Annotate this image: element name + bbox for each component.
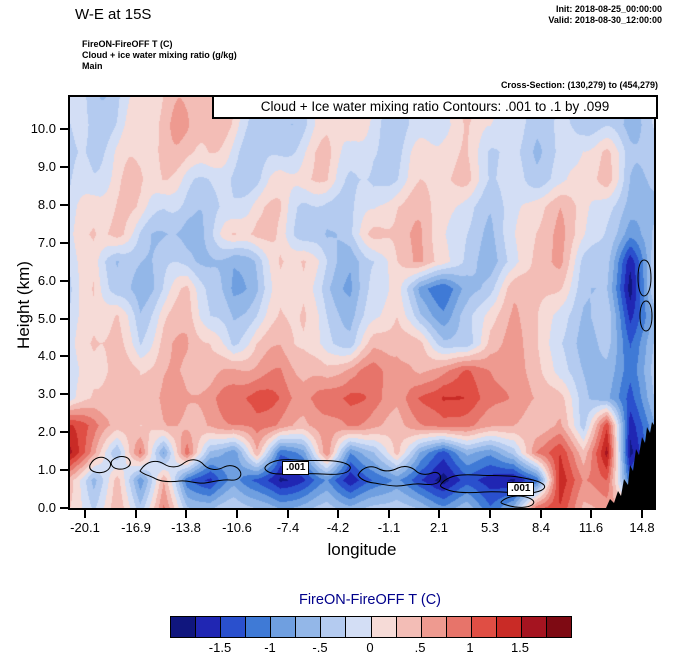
x-tick-label: 14.8: [629, 520, 655, 535]
y-axis-tick: [60, 355, 70, 357]
y-tick-label: 9.0: [37, 159, 56, 174]
colorbar-tick-label: -1.5: [208, 640, 232, 655]
y-axis-tick: [60, 204, 70, 206]
x-tick-label: 8.4: [531, 520, 551, 535]
colorbar-segment: [521, 617, 547, 637]
contour-value-label: .001: [282, 461, 310, 475]
x-tick-label: -10.6: [222, 520, 252, 535]
field-meta: FireON-FireOFF T (C) Cloud + ice water m…: [82, 39, 237, 72]
page-title: W-E at 15S: [75, 6, 152, 23]
y-tick-label: 8.0: [37, 197, 56, 212]
y-axis-title: Height (km): [14, 261, 33, 349]
x-axis-title: longitude: [327, 540, 397, 559]
colorbar-segment: [371, 617, 397, 637]
y-tick-label: 3.0: [37, 386, 56, 401]
colorbar-segment: [321, 617, 347, 637]
temperature-difference-field: [70, 97, 654, 508]
y-tick-label: 1.0: [37, 462, 56, 477]
colorbar-segment: [171, 617, 197, 637]
colorbar-tick-label: 0: [366, 640, 374, 655]
init-time: Init: 2018-08-25_00:00:00: [555, 4, 662, 14]
contour-value-label: .001: [507, 482, 535, 496]
x-axis-tick: [388, 508, 390, 518]
colorbar-tick-label: 1: [466, 640, 474, 655]
y-tick-label: 2.0: [37, 424, 56, 439]
y-axis-tick: [60, 431, 70, 433]
colorbar: [170, 616, 572, 638]
x-tick-label: -16.9: [121, 520, 151, 535]
y-tick-label: 0.0: [37, 500, 56, 515]
grid-name-line: Main: [82, 61, 103, 71]
plot-frame: Cloud + Ice water mixing ratio Contours:…: [31, 95, 658, 559]
contour-info-banner: Cloud + Ice water mixing ratio Contours:…: [212, 95, 658, 119]
y-tick-label: 5.0: [37, 311, 56, 326]
x-axis-tick: [641, 508, 643, 518]
colorbar-segment: [396, 617, 422, 637]
y-axis-tick: [60, 393, 70, 395]
x-axis-tick: [135, 508, 137, 518]
y-axis-tick: [60, 469, 70, 471]
colorbar-segment: [196, 617, 222, 637]
colorbar-segment: [346, 617, 372, 637]
y-axis-tick: [60, 166, 70, 168]
contour-field-line: Cloud + ice water mixing ratio (g/kg): [82, 50, 237, 60]
x-axis-tick: [540, 508, 542, 518]
colorbar-segment: [446, 617, 472, 637]
x-tick-label: -20.1: [70, 520, 100, 535]
x-tick-label: -1.1: [377, 520, 401, 535]
colorbar-tick-label: -.5: [312, 640, 328, 655]
y-axis-tick: [60, 280, 70, 282]
field-name-line: FireON-FireOFF T (C): [82, 39, 173, 49]
y-axis-tick: [60, 318, 70, 320]
x-tick-label: 11.6: [578, 520, 604, 535]
x-axis-tick: [438, 508, 440, 518]
colorbar-tick-label: -1: [264, 640, 276, 655]
y-tick-label: 7.0: [37, 235, 56, 250]
x-tick-label: 5.3: [480, 520, 500, 535]
colorbar-segment: [496, 617, 522, 637]
y-axis-tick: [60, 242, 70, 244]
y-axis-tick: [60, 507, 70, 509]
x-axis-tick: [590, 508, 592, 518]
colorbar-tick-labels: -1.5 -1 -.5 0 .5 1 1.5: [170, 640, 570, 656]
x-axis-tick: [489, 508, 491, 518]
run-times: Init: 2018-08-25_00:00:00 Valid: 2018-08…: [548, 4, 662, 26]
y-tick-label: 4.0: [37, 348, 56, 363]
cross-section-label: Cross-Section: (130,279) to (454,279): [500, 80, 658, 90]
colorbar-segment: [221, 617, 247, 637]
x-tick-label: -13.8: [171, 520, 201, 535]
colorbar-segment: [246, 617, 272, 637]
colorbar-tick-label: 1.5: [510, 640, 530, 655]
colorbar-title: FireON-FireOFF T (C): [298, 592, 442, 608]
colorbar-segment: [471, 617, 497, 637]
valid-time: Valid: 2018-08-30_12:00:00: [548, 15, 662, 25]
colorbar-segment: [271, 617, 297, 637]
x-tick-label: -4.2: [326, 520, 350, 535]
x-axis-tick: [287, 508, 289, 518]
y-tick-label: 6.0: [37, 273, 56, 288]
y-axis-tick: [60, 128, 70, 130]
x-axis-tick: [84, 508, 86, 518]
colorbar-segment: [421, 617, 447, 637]
x-axis-tick: [236, 508, 238, 518]
x-axis-tick: [337, 508, 339, 518]
y-tick-label: 10.0: [30, 121, 56, 136]
colorbar-segment: [296, 617, 322, 637]
x-axis-tick: [185, 508, 187, 518]
colorbar-segment: [546, 617, 571, 637]
x-tick-label: 2.1: [429, 520, 449, 535]
x-tick-label: -7.4: [276, 520, 300, 535]
colorbar-tick-label: .5: [414, 640, 426, 655]
